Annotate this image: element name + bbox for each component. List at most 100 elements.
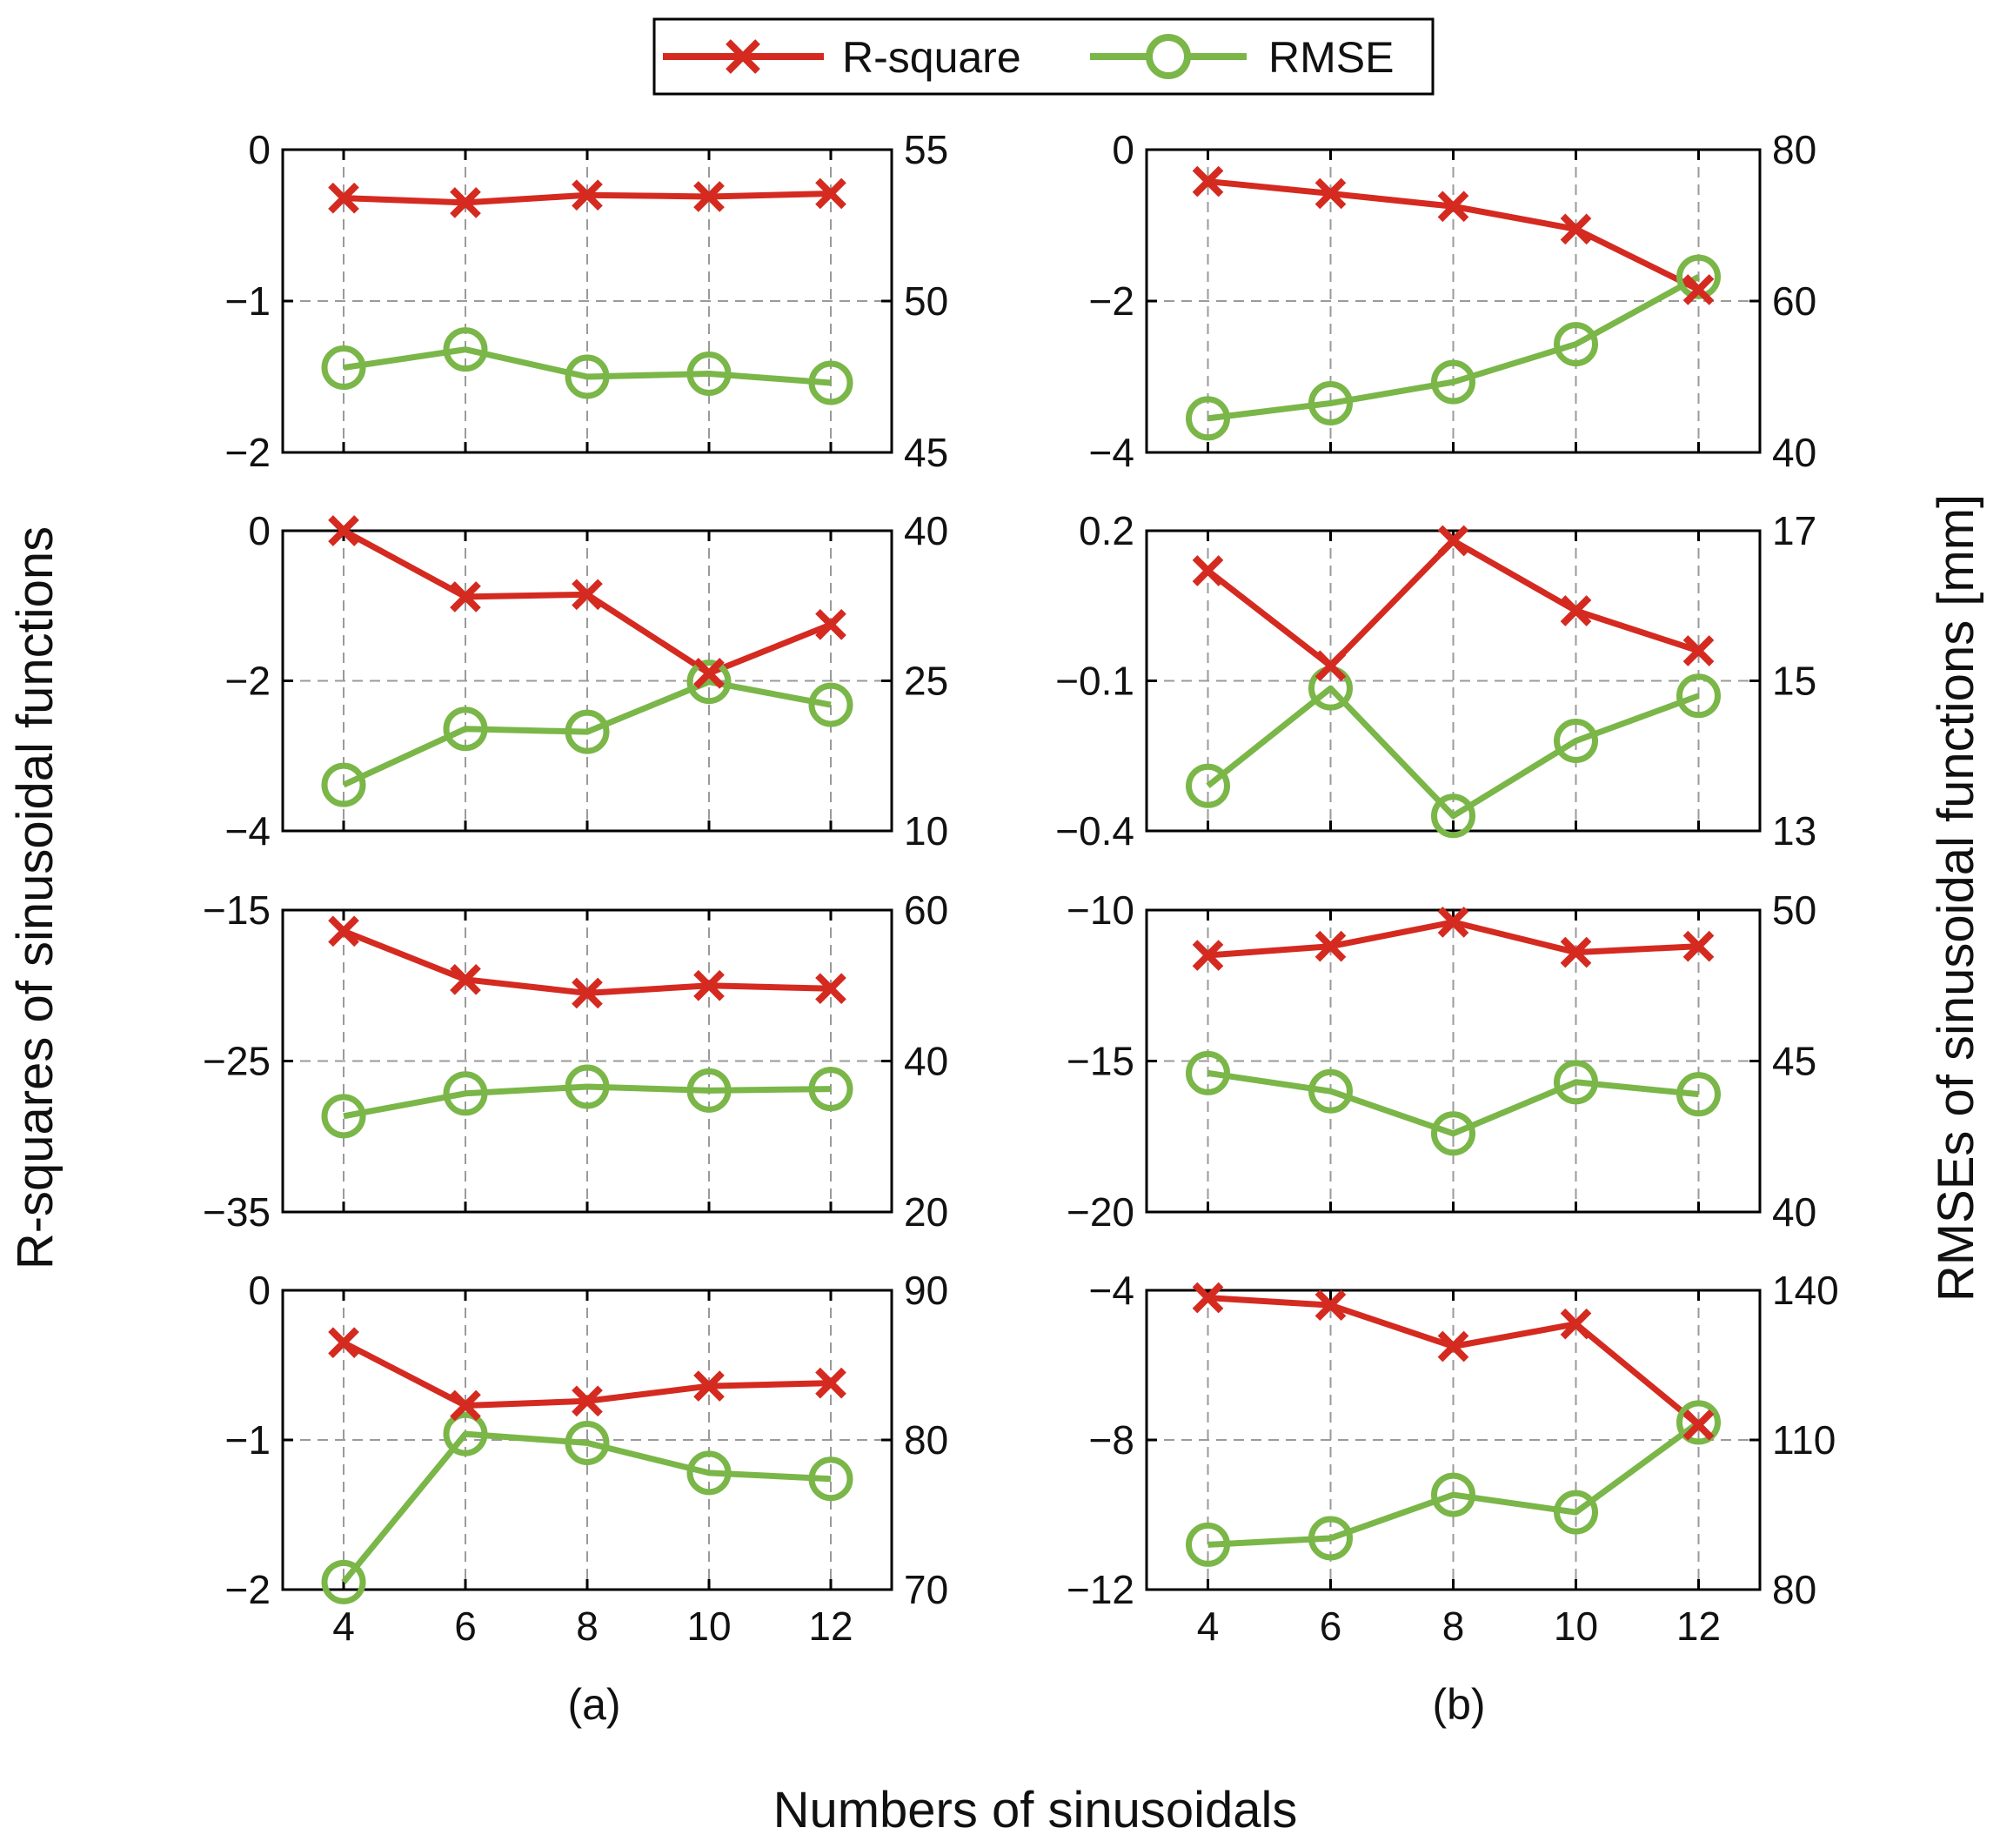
r-square-point	[1560, 1308, 1592, 1340]
rmse-series-line	[342, 679, 832, 788]
r-square-point	[1560, 213, 1592, 245]
rmse-point	[321, 1094, 366, 1139]
r-square-point	[1314, 1289, 1347, 1322]
right-y-axis-label: RMSEs of sinusoidal functions [mm]	[1928, 494, 1984, 1302]
panel-b-3: −10 −15 −20 50 45 40	[1067, 887, 1816, 1235]
rmse-point	[808, 360, 853, 405]
left-tick-label: −2	[225, 1567, 271, 1612]
panel-a-4: 0 −1 −2 90 80 70 4 6 8 10 12	[225, 1268, 949, 1649]
rmse-point	[1308, 1068, 1353, 1114]
panel-b-1: 0 −2 −4 80 60 40	[1089, 127, 1817, 475]
right-tick-label: 25	[904, 659, 948, 704]
left-tick-label: −4	[1089, 1268, 1134, 1313]
rmse-point	[686, 660, 732, 705]
left-tick-label: −15	[1067, 1039, 1134, 1084]
left-tick-label: −12	[1067, 1567, 1134, 1612]
rmse-point	[686, 1450, 732, 1496]
rmse-point	[1186, 1050, 1230, 1095]
x-tick-label: 8	[576, 1604, 599, 1649]
r-square-point	[1560, 595, 1592, 626]
r-square-point	[1192, 555, 1224, 586]
x-axis-label: Numbers of sinusoidals	[773, 1782, 1298, 1838]
right-tick-label: 55	[904, 127, 948, 172]
right-tick-label: 45	[1772, 1039, 1816, 1084]
r-square-point	[572, 179, 603, 211]
rmse-point	[1676, 1400, 1721, 1445]
right-tick-label: 15	[1772, 659, 1816, 704]
rmse-point	[443, 1411, 488, 1456]
left-tick-label: −35	[203, 1189, 271, 1235]
right-tick-label: 40	[904, 1039, 948, 1084]
rmse-point	[443, 327, 488, 372]
rmse-point	[1554, 322, 1598, 367]
r-square-point	[1560, 936, 1592, 968]
r-square-point	[328, 915, 359, 947]
rmse-point	[808, 1456, 853, 1502]
x-tick-label: 10	[1554, 1604, 1598, 1649]
rmse-point	[1186, 396, 1230, 441]
rmse-point	[321, 1559, 366, 1604]
panel-b-2: 0.2 −0.1 −0.4 17 15 13	[1055, 508, 1816, 854]
x-tick-label: 6	[454, 1604, 477, 1649]
subfigure-label-a: (a)	[567, 1680, 620, 1729]
legend-r-square-label: R-square	[842, 33, 1021, 82]
rmse-point	[808, 682, 853, 727]
rmse-point	[565, 1064, 610, 1109]
rmse-point	[808, 1067, 853, 1112]
x-tick-label: 8	[1442, 1604, 1465, 1649]
r-square-point	[572, 1385, 603, 1417]
r-square-point	[1192, 940, 1224, 971]
rmse-point	[1431, 1472, 1475, 1517]
right-tick-label: 50	[904, 278, 948, 324]
r-square-point	[1437, 525, 1469, 557]
rmse-point	[1676, 1072, 1721, 1117]
right-tick-label: 17	[1772, 508, 1816, 553]
right-tick-label: 140	[1772, 1268, 1839, 1313]
r-square-point	[1437, 191, 1469, 223]
left-tick-label: 0.2	[1079, 508, 1134, 553]
left-tick-label: −2	[225, 659, 271, 704]
right-tick-label: 60	[904, 887, 948, 933]
r-square-point	[1437, 907, 1469, 938]
left-tick-label: 0	[248, 1268, 271, 1313]
right-tick-label: 80	[1772, 1567, 1816, 1612]
r-square-point	[693, 1370, 725, 1402]
r-square-point	[1314, 177, 1347, 210]
rmse-point	[1431, 1111, 1475, 1156]
rmse-series-line	[1207, 1069, 1699, 1137]
left-tick-label: −2	[1089, 278, 1134, 324]
rmse-point	[1308, 380, 1353, 425]
rmse-series-line	[343, 346, 832, 386]
left-tick-label: −4	[225, 808, 271, 854]
x-tick-label: 12	[1676, 1604, 1721, 1649]
r-square-point	[1314, 650, 1347, 682]
left-tick-label: −15	[203, 887, 271, 933]
r-square-point	[693, 181, 725, 212]
rmse-point	[1186, 763, 1230, 808]
right-tick-label: 90	[904, 1268, 948, 1313]
left-tick-label: −4	[1089, 430, 1134, 475]
r-square-point	[450, 581, 481, 613]
r-square-point	[1192, 1282, 1224, 1314]
left-tick-label: −2	[225, 430, 271, 475]
left-tick-label: −1	[225, 278, 271, 324]
left-y-axis-label: R-squares of sinusoidal functions	[7, 526, 64, 1269]
x-tick-label: 10	[686, 1604, 731, 1649]
rmse-series-line	[1207, 1420, 1701, 1548]
rmse-point	[686, 1068, 732, 1113]
left-tick-label: −0.1	[1055, 659, 1134, 704]
r-square-point	[693, 658, 725, 689]
left-tick-label: −1	[225, 1417, 271, 1463]
rmse-point	[1676, 254, 1721, 299]
rmse-point	[565, 709, 610, 754]
r-square-point	[815, 1367, 846, 1399]
legend-rmse-label: RMSE	[1268, 33, 1394, 82]
rmse-point	[443, 706, 488, 752]
left-tick-label: −25	[203, 1039, 271, 1084]
r-square-point	[1314, 930, 1347, 962]
panels: 0−1−25550450−2−48060400−2−44025100.2−0.1…	[203, 127, 1839, 1649]
rmse-point	[443, 1071, 488, 1116]
legend: R-square RMSE	[652, 17, 1435, 96]
rmse-point	[1554, 719, 1598, 763]
left-tick-label: 0	[248, 508, 271, 553]
